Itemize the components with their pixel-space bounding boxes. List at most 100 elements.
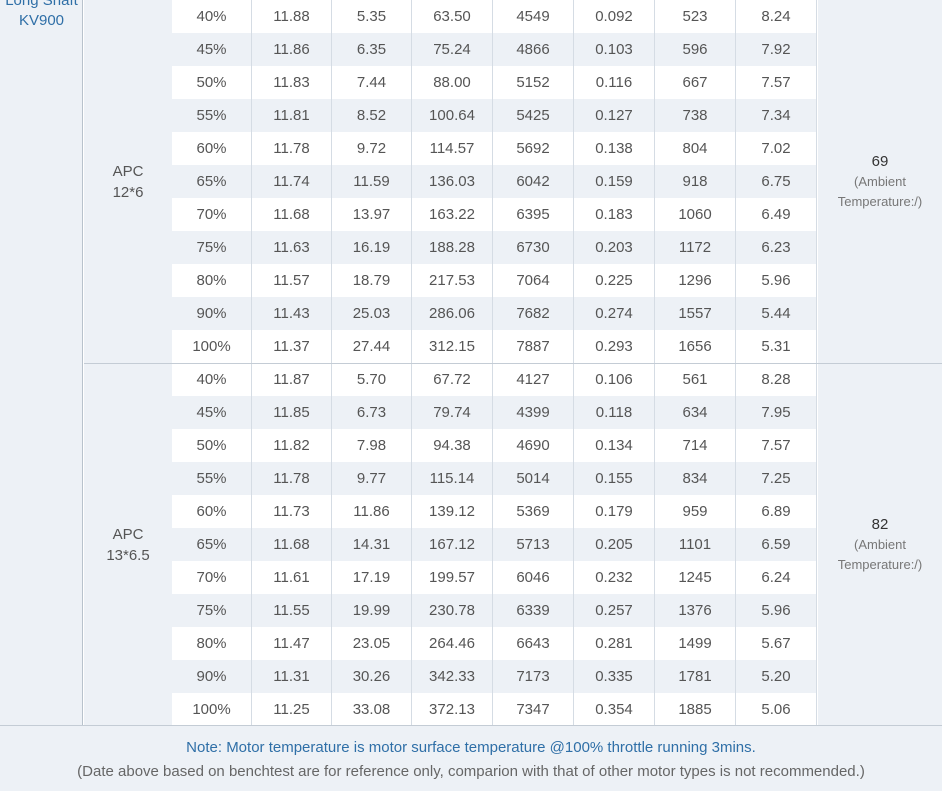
cell-power: 75.24: [412, 33, 493, 66]
cell-power: 63.50: [412, 0, 493, 33]
cell-current: 19.99: [332, 594, 412, 627]
cell-current: 5.35: [332, 0, 412, 33]
cell-throttle: 50%: [172, 66, 252, 99]
cell-voltage: 11.85: [252, 396, 332, 429]
cell-power: 94.38: [412, 429, 493, 462]
temperature-value: 82: [871, 515, 889, 533]
cell-torque: 0.293: [574, 330, 655, 363]
propeller-size: 12*6: [112, 183, 144, 201]
cell-thrust: 596: [655, 33, 736, 66]
cell-current: 8.52: [332, 99, 412, 132]
cell-current: 9.77: [332, 462, 412, 495]
cell-torque: 0.225: [574, 264, 655, 297]
cell-voltage: 11.61: [252, 561, 332, 594]
cell-voltage: 11.47: [252, 627, 332, 660]
cell-efficiency: 7.57: [736, 429, 817, 462]
cell-voltage: 11.74: [252, 165, 332, 198]
cell-rpm: 5369: [493, 495, 574, 528]
temperature-note-line2: Temperature:/): [837, 193, 923, 209]
cell-current: 6.73: [332, 396, 412, 429]
cell-rpm: 4690: [493, 429, 574, 462]
cell-power: 167.12: [412, 528, 493, 561]
cell-voltage: 11.57: [252, 264, 332, 297]
temperature-note-line1: (Ambient: [853, 536, 907, 552]
motor-cell: Long Shaft KV900: [0, 0, 83, 725]
cell-throttle: 65%: [172, 165, 252, 198]
cell-voltage: 11.43: [252, 297, 332, 330]
cell-throttle: 90%: [172, 297, 252, 330]
cell-voltage: 11.81: [252, 99, 332, 132]
cell-power: 67.72: [412, 363, 493, 396]
cell-power: 139.12: [412, 495, 493, 528]
cell-efficiency: 7.34: [736, 99, 817, 132]
cell-power: 100.64: [412, 99, 493, 132]
cell-efficiency: 5.20: [736, 660, 817, 693]
cell-voltage: 11.87: [252, 363, 332, 396]
group-divider: [84, 363, 942, 364]
cell-power: 312.15: [412, 330, 493, 363]
cell-torque: 0.155: [574, 462, 655, 495]
cell-throttle: 100%: [172, 693, 252, 726]
cell-thrust: 1781: [655, 660, 736, 693]
cell-throttle: 60%: [172, 495, 252, 528]
cell-thrust: 1060: [655, 198, 736, 231]
cell-power: 88.00: [412, 66, 493, 99]
cell-voltage: 11.78: [252, 462, 332, 495]
cell-efficiency: 7.95: [736, 396, 817, 429]
cell-efficiency: 5.96: [736, 594, 817, 627]
cell-current: 6.35: [332, 33, 412, 66]
table-footer: Note: Motor temperature is motor surface…: [0, 725, 942, 791]
cell-throttle: 60%: [172, 132, 252, 165]
temperature-cell: 82 (Ambient Temperature:/): [818, 363, 942, 726]
cell-power: 230.78: [412, 594, 493, 627]
cell-efficiency: 7.02: [736, 132, 817, 165]
cell-thrust: 1296: [655, 264, 736, 297]
cell-power: 286.06: [412, 297, 493, 330]
cell-power: 199.57: [412, 561, 493, 594]
cell-voltage: 11.55: [252, 594, 332, 627]
cell-power: 79.74: [412, 396, 493, 429]
cell-torque: 0.103: [574, 33, 655, 66]
cell-power: 115.14: [412, 462, 493, 495]
cell-current: 11.86: [332, 495, 412, 528]
cell-torque: 0.179: [574, 495, 655, 528]
cell-current: 18.79: [332, 264, 412, 297]
cell-thrust: 738: [655, 99, 736, 132]
cell-torque: 0.138: [574, 132, 655, 165]
cell-voltage: 11.78: [252, 132, 332, 165]
cell-thrust: 667: [655, 66, 736, 99]
cell-thrust: 634: [655, 396, 736, 429]
propeller-size: 13*6.5: [106, 546, 150, 564]
cell-thrust: 561: [655, 363, 736, 396]
cell-rpm: 5014: [493, 462, 574, 495]
cell-efficiency: 5.67: [736, 627, 817, 660]
cell-efficiency: 7.57: [736, 66, 817, 99]
cell-voltage: 11.37: [252, 330, 332, 363]
cell-efficiency: 6.75: [736, 165, 817, 198]
cell-current: 30.26: [332, 660, 412, 693]
cell-rpm: 4549: [493, 0, 574, 33]
cell-rpm: 5152: [493, 66, 574, 99]
cell-current: 25.03: [332, 297, 412, 330]
cell-voltage: 11.83: [252, 66, 332, 99]
cell-rpm: 4127: [493, 363, 574, 396]
cell-rpm: 7347: [493, 693, 574, 726]
cell-torque: 0.127: [574, 99, 655, 132]
cell-throttle: 55%: [172, 99, 252, 132]
cell-rpm: 4866: [493, 33, 574, 66]
cell-throttle: 70%: [172, 198, 252, 231]
cell-rpm: 6046: [493, 561, 574, 594]
motor-name: Long Shaft KV900: [0, 0, 83, 31]
cell-throttle: 50%: [172, 429, 252, 462]
cell-torque: 0.257: [574, 594, 655, 627]
cell-thrust: 918: [655, 165, 736, 198]
cell-voltage: 11.86: [252, 33, 332, 66]
cell-current: 11.59: [332, 165, 412, 198]
cell-efficiency: 5.31: [736, 330, 817, 363]
cell-rpm: 7887: [493, 330, 574, 363]
cell-efficiency: 5.44: [736, 297, 817, 330]
cell-throttle: 90%: [172, 660, 252, 693]
temperature-note-line2: Temperature:/): [837, 556, 923, 572]
cell-thrust: 714: [655, 429, 736, 462]
cell-power: 264.46: [412, 627, 493, 660]
